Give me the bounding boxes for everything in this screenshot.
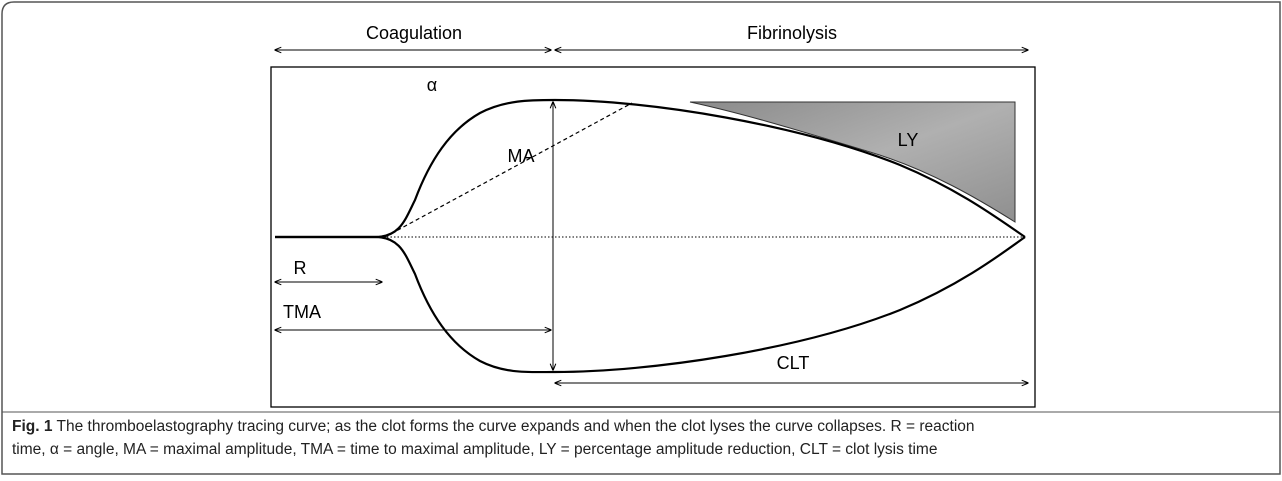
clt-label: CLT [777, 353, 810, 373]
caption-line: Fig. 1 The thromboelastography tracing c… [12, 418, 975, 435]
phase-label: Fibrinolysis [747, 23, 837, 43]
plot-box [270, 66, 1036, 408]
r-label: R [294, 258, 307, 278]
caption-label: Fig. 1 [12, 418, 53, 435]
ly-label: LY [898, 130, 919, 150]
caption-line: time, α = angle, MA = maximal amplitude,… [12, 441, 937, 458]
ma-label: MA [508, 146, 535, 166]
caption-text: The thromboelastography tracing curve; a… [57, 418, 975, 435]
upper-curve [275, 98, 1026, 239]
tma-label: TMA [283, 302, 321, 322]
alpha-tangent [384, 102, 633, 238]
phase-label: Coagulation [366, 23, 462, 43]
alpha-label: α [427, 75, 437, 95]
lower-curve [275, 235, 1026, 374]
ly-area [689, 101, 1016, 223]
